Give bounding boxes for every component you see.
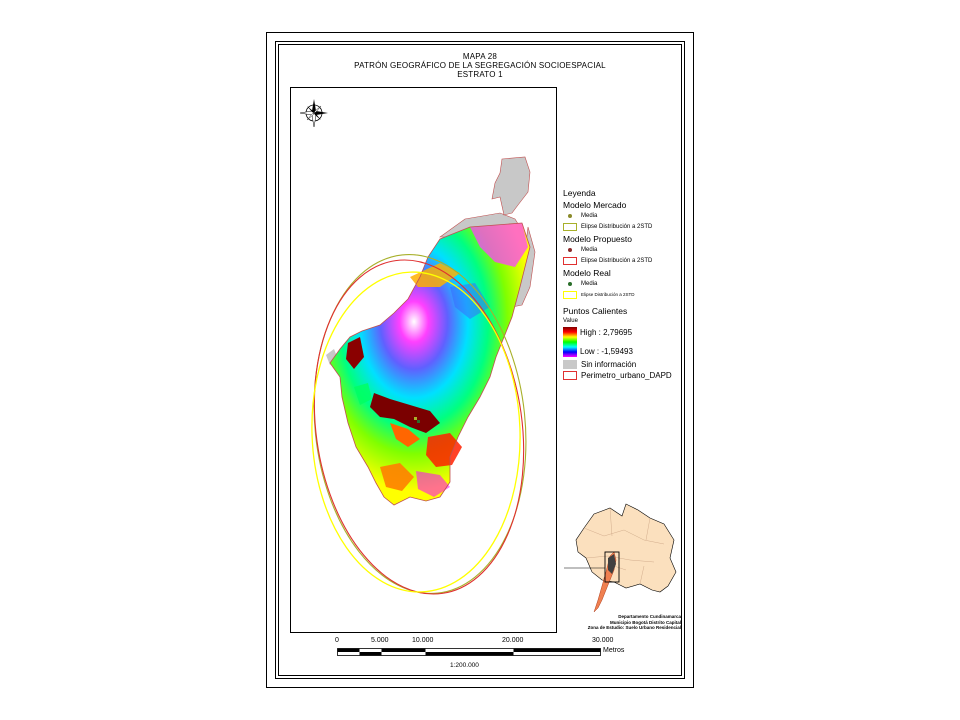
hotspot-cluster xyxy=(426,433,462,467)
mercado-media-label: Media xyxy=(581,212,598,219)
mercado-title: Modelo Mercado xyxy=(563,200,627,210)
sin-info-label: Sin información xyxy=(581,359,637,369)
perimetro-label: Perimetro_urbano_DAPD xyxy=(581,370,672,380)
sin-info-row: Sin información xyxy=(563,359,683,370)
scale-bar xyxy=(337,648,601,656)
media-marker-icon xyxy=(568,213,572,218)
title-line-1: MAPA 28 xyxy=(462,52,498,61)
real-ellipse-row: Elipse Distribución a 2STD xyxy=(563,289,683,300)
propuesto-ellipse-row: Elipse Distribución a 2STD xyxy=(563,255,683,266)
scale-ratio: 1:200.000 xyxy=(450,662,479,669)
perimetro-row: Perimetro_urbano_DAPD xyxy=(563,370,683,381)
real-title: Modelo Real xyxy=(563,268,611,278)
hotspot-cluster xyxy=(370,393,440,433)
urban-perimeter xyxy=(329,222,531,506)
media-marker-icon xyxy=(568,247,572,252)
urban-area xyxy=(608,554,616,574)
hotspot-cluster xyxy=(346,337,364,369)
hotspot-low-label: Low : -1,59493 xyxy=(580,347,633,356)
ellipse-propuesto xyxy=(313,259,525,595)
hotspot-cluster xyxy=(390,423,420,447)
inset-credit-line-3: Zona de Estudio: Suelo Urbano Residencia… xyxy=(587,625,681,630)
hotspot-cluster xyxy=(354,383,372,405)
real-media-label: Media xyxy=(581,280,598,287)
propuesto-media-label: Media xyxy=(581,246,598,253)
propuesto-title: Modelo Propuesto xyxy=(563,234,632,244)
title-line-2: PATRÓN GEOGRÁFICO DE LA SEGREGACIÓN SOCI… xyxy=(354,61,606,70)
study-area-box xyxy=(604,551,620,583)
real-media-row: Media xyxy=(563,278,683,289)
scale-tick-0: 0 xyxy=(335,637,339,644)
real-ellipse-label: Elipse Distribución a 2STD xyxy=(581,291,635,297)
ellipse-swatch-icon xyxy=(563,290,577,299)
inset-credit-line-1: Departamento Cundinamarca xyxy=(618,614,681,619)
mercado-ellipse-row: Elipse Distribución a 2STD xyxy=(563,221,683,232)
inset-credit-line-2: Municipio Bogotá Distrito Capital xyxy=(610,619,681,625)
propuesto-media-row: Media xyxy=(563,244,683,255)
inset-credit: Departamento Cundinamarca Municipio Bogo… xyxy=(586,614,681,631)
hotspot-surface-overlay xyxy=(470,223,528,267)
scale-tick-20000: 20.000 xyxy=(502,637,524,644)
color-ramp-icon xyxy=(563,327,577,357)
scale-tick-30000: 30.000 xyxy=(592,637,614,644)
mercado-ellipse-label: Elipse Distribución a 2STD xyxy=(581,223,653,230)
sin-info-swatch-icon xyxy=(563,360,577,369)
compass-rose-icon xyxy=(299,99,328,128)
ellipse-real xyxy=(311,271,521,593)
ellipse-swatch-icon xyxy=(563,222,577,231)
outer-frame xyxy=(266,32,694,688)
main-map xyxy=(299,99,536,595)
scale-tick-5000: 5.000 xyxy=(371,637,389,644)
map-title: MAPA 28 PATRÓN GEOGRÁFICO DE LA SEGREGAC… xyxy=(290,52,670,79)
title-line-3: ESTRATO 1 xyxy=(457,70,503,79)
media-real-marker xyxy=(417,420,420,423)
legend: Leyenda Modelo Mercado Media Elipse Dist… xyxy=(563,186,683,381)
hotspot-cluster xyxy=(416,471,450,497)
inner-frame-2 xyxy=(278,44,682,676)
mercado-media-row: Media xyxy=(563,210,683,221)
hotspots-title: Puntos Calientes xyxy=(563,306,628,316)
perimeter-swatch-icon xyxy=(563,371,577,380)
ellipse-swatch-icon xyxy=(563,256,577,265)
inner-frame xyxy=(275,41,685,679)
legend-heading: Leyenda xyxy=(563,188,596,198)
media-marker-icon xyxy=(568,281,572,286)
cundinamarca-outline xyxy=(575,503,677,593)
scale-tick-10000: 10.000 xyxy=(412,637,434,644)
ellipse-mercado xyxy=(313,254,527,594)
hotspot-high-label: High : 2,79695 xyxy=(580,328,633,337)
media-mercado-marker xyxy=(414,417,417,420)
propuesto-ellipse-label: Elipse Distribución a 2STD xyxy=(581,257,653,264)
hotspots-value-label: Value xyxy=(563,318,578,324)
scale-unit: Metros xyxy=(603,647,625,654)
location-inset-map xyxy=(564,503,677,613)
hotspot-cluster xyxy=(380,463,414,491)
hotspot-ramp: High : 2,79695 Low : -1,59493 xyxy=(563,327,683,357)
